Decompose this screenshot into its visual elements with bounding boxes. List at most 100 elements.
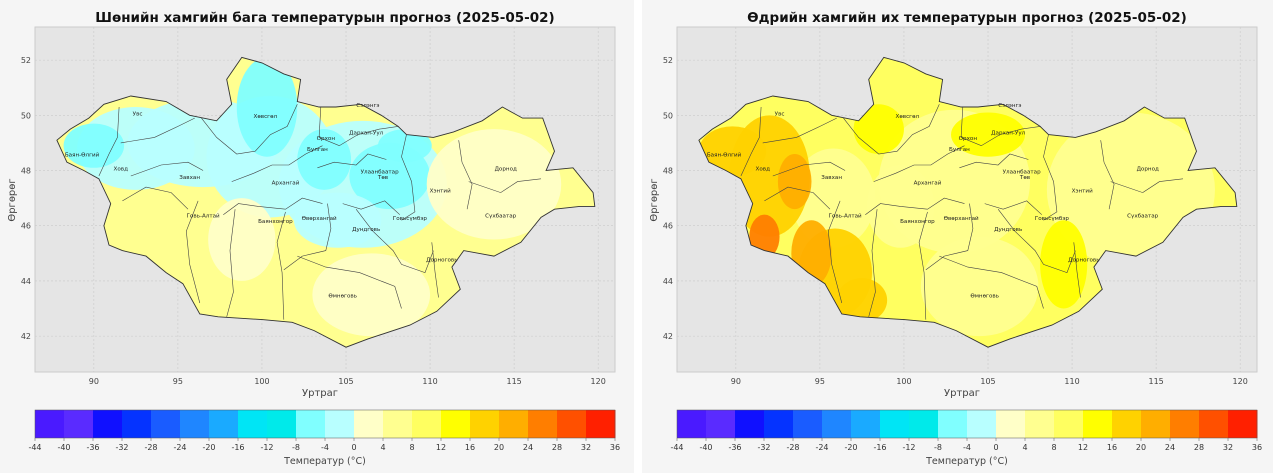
colorbar-segment (528, 410, 558, 438)
colorbar-segment (1170, 410, 1200, 438)
colorbar-segment (1112, 410, 1142, 438)
colorbar-tick-label: -28 (786, 443, 799, 452)
colorbar-tick-label: 36 (1252, 443, 1262, 452)
aimag-label: Өвөрхангай (302, 215, 337, 222)
lon-tick-label: 100 (254, 377, 269, 386)
colorbar-tick-label: -24 (173, 443, 186, 452)
aimag-label: Сэлэнгэ (356, 103, 379, 109)
aimag-label: Баян-Өлгий (65, 152, 100, 159)
aimag-label: Сэлэнгэ (998, 103, 1021, 109)
colorbar-tick-label: -32 (757, 443, 770, 452)
colorbar-tick-label: 20 (494, 443, 504, 452)
colorbar-segment (325, 410, 355, 438)
colorbar-segment (296, 410, 326, 438)
colorbar-tick-label: 16 (1107, 443, 1117, 452)
colorbar-segment (209, 410, 239, 438)
aimag-label: Дорнод (1137, 167, 1159, 173)
colorbar-segment (706, 410, 736, 438)
aimag-label: Хөвсгөл (896, 114, 920, 120)
aimag-label: Архангай (272, 179, 300, 186)
colorbar-segment (1228, 410, 1258, 438)
aimag-label: Өмнөговь (970, 293, 999, 299)
colorbar-segment (822, 410, 852, 438)
colorbar-tick-label: -4 (321, 443, 329, 452)
country-outline (56, 56, 596, 348)
colorbar-tick-label: 4 (1022, 443, 1027, 452)
colorbar-tick-label: 28 (1194, 443, 1204, 452)
aimag-label: Говь-Алтай (187, 212, 221, 219)
colorbar-segment (735, 410, 765, 438)
colorbar-segment (122, 410, 152, 438)
colorbar-tick-label: -24 (815, 443, 828, 452)
aimag-label: Ховд (756, 167, 771, 173)
lat-tick-label: 42 (663, 332, 673, 341)
aimag-label: Өвөрхангай (944, 215, 979, 222)
colorbar-tick-label: -8 (292, 443, 300, 452)
aimag-label: Дархан-Уул (349, 131, 383, 137)
colorbar-tick-label: -16 (231, 443, 244, 452)
colorbar-tick-label: -12 (902, 443, 915, 452)
colorbar-tick-label: 16 (465, 443, 475, 452)
aimag-label: Сүхбаатар (485, 213, 517, 219)
lat-tick-label: 48 (21, 167, 31, 176)
colorbar-segment (557, 410, 587, 438)
colorbar-label: Температур (°C) (283, 456, 366, 467)
colorbar-segment (1083, 410, 1113, 438)
colorbar-tick-label: 12 (436, 443, 446, 452)
colorbar-tick-label: -4 (963, 443, 971, 452)
colorbar-tick-label: -40 (57, 443, 70, 452)
aimag-label: Булган (949, 147, 970, 153)
colorbar-segment (499, 410, 529, 438)
colorbar-segment (412, 410, 442, 438)
aimag-label: Сүхбаатар (1127, 213, 1159, 219)
aimag-label: Баянхонгор (258, 219, 293, 225)
max-temp-map: Өдрийн хамгийн их температурын прогноз (… (649, 10, 1262, 467)
colorbar-tick-label: -20 (844, 443, 857, 452)
y-axis-label: Өргөрөг (7, 178, 18, 221)
colorbar-segment (996, 410, 1026, 438)
aimag-label: Говьсүмбэр (1035, 216, 1070, 222)
country-outline (698, 56, 1238, 348)
lat-tick-label: 42 (21, 332, 31, 341)
lon-tick-label: 120 (1233, 377, 1248, 386)
colorbar-tick-label: -40 (699, 443, 712, 452)
aimag-label: Архангай (914, 179, 942, 186)
colorbar-tick-label: 8 (1051, 443, 1056, 452)
lat-tick-label: 46 (21, 222, 31, 231)
lon-tick-label: 120 (591, 377, 606, 386)
aimag-label: Дундговь (352, 227, 380, 233)
max-temp-panel: Өдрийн хамгийн их температурын прогноз (… (642, 0, 1273, 473)
colorbar-tick-label: 24 (1165, 443, 1175, 452)
colorbar-segment (938, 410, 968, 438)
colorbar-segment (64, 410, 94, 438)
aimag-label: Булган (307, 147, 328, 153)
aimag-label: Баянхонгор (900, 219, 935, 225)
colorbar-tick-label: -36 (728, 443, 741, 452)
lon-tick-label: 105 (980, 377, 995, 386)
colorbar-label: Температур (°C) (925, 456, 1008, 467)
lat-tick-label: 50 (663, 111, 673, 120)
colorbar-tick-label: 28 (552, 443, 562, 452)
colorbar-tick-label: -36 (86, 443, 99, 452)
colorbar-tick-label: 4 (380, 443, 385, 452)
lat-tick-label: 52 (663, 56, 673, 65)
colorbar-segment (93, 410, 123, 438)
min-temp-map: Шөнийн хамгийн бага температурын прогноз… (7, 10, 620, 467)
colorbar-segment (1054, 410, 1084, 438)
colorbar-segment (967, 410, 997, 438)
aimag-label: Хэнтий (430, 188, 451, 195)
aimag-label: Дорноговь (426, 258, 457, 264)
aimag-borders (98, 104, 542, 320)
aimag-label: Дундговь (994, 227, 1022, 233)
lat-tick-label: 44 (663, 277, 673, 286)
colorbar-segment (851, 410, 881, 438)
colorbar-segment (180, 410, 210, 438)
lon-tick-label: 90 (89, 377, 99, 386)
colorbar-segment (267, 410, 297, 438)
lon-tick-label: 115 (506, 377, 521, 386)
aimag-label: Говь-Алтай (829, 212, 863, 219)
colorbar-segment (793, 410, 823, 438)
lat-tick-label: 48 (663, 167, 673, 176)
colorbar-segment (909, 410, 939, 438)
panel-title: Өдрийн хамгийн их температурын прогноз (… (747, 10, 1187, 26)
